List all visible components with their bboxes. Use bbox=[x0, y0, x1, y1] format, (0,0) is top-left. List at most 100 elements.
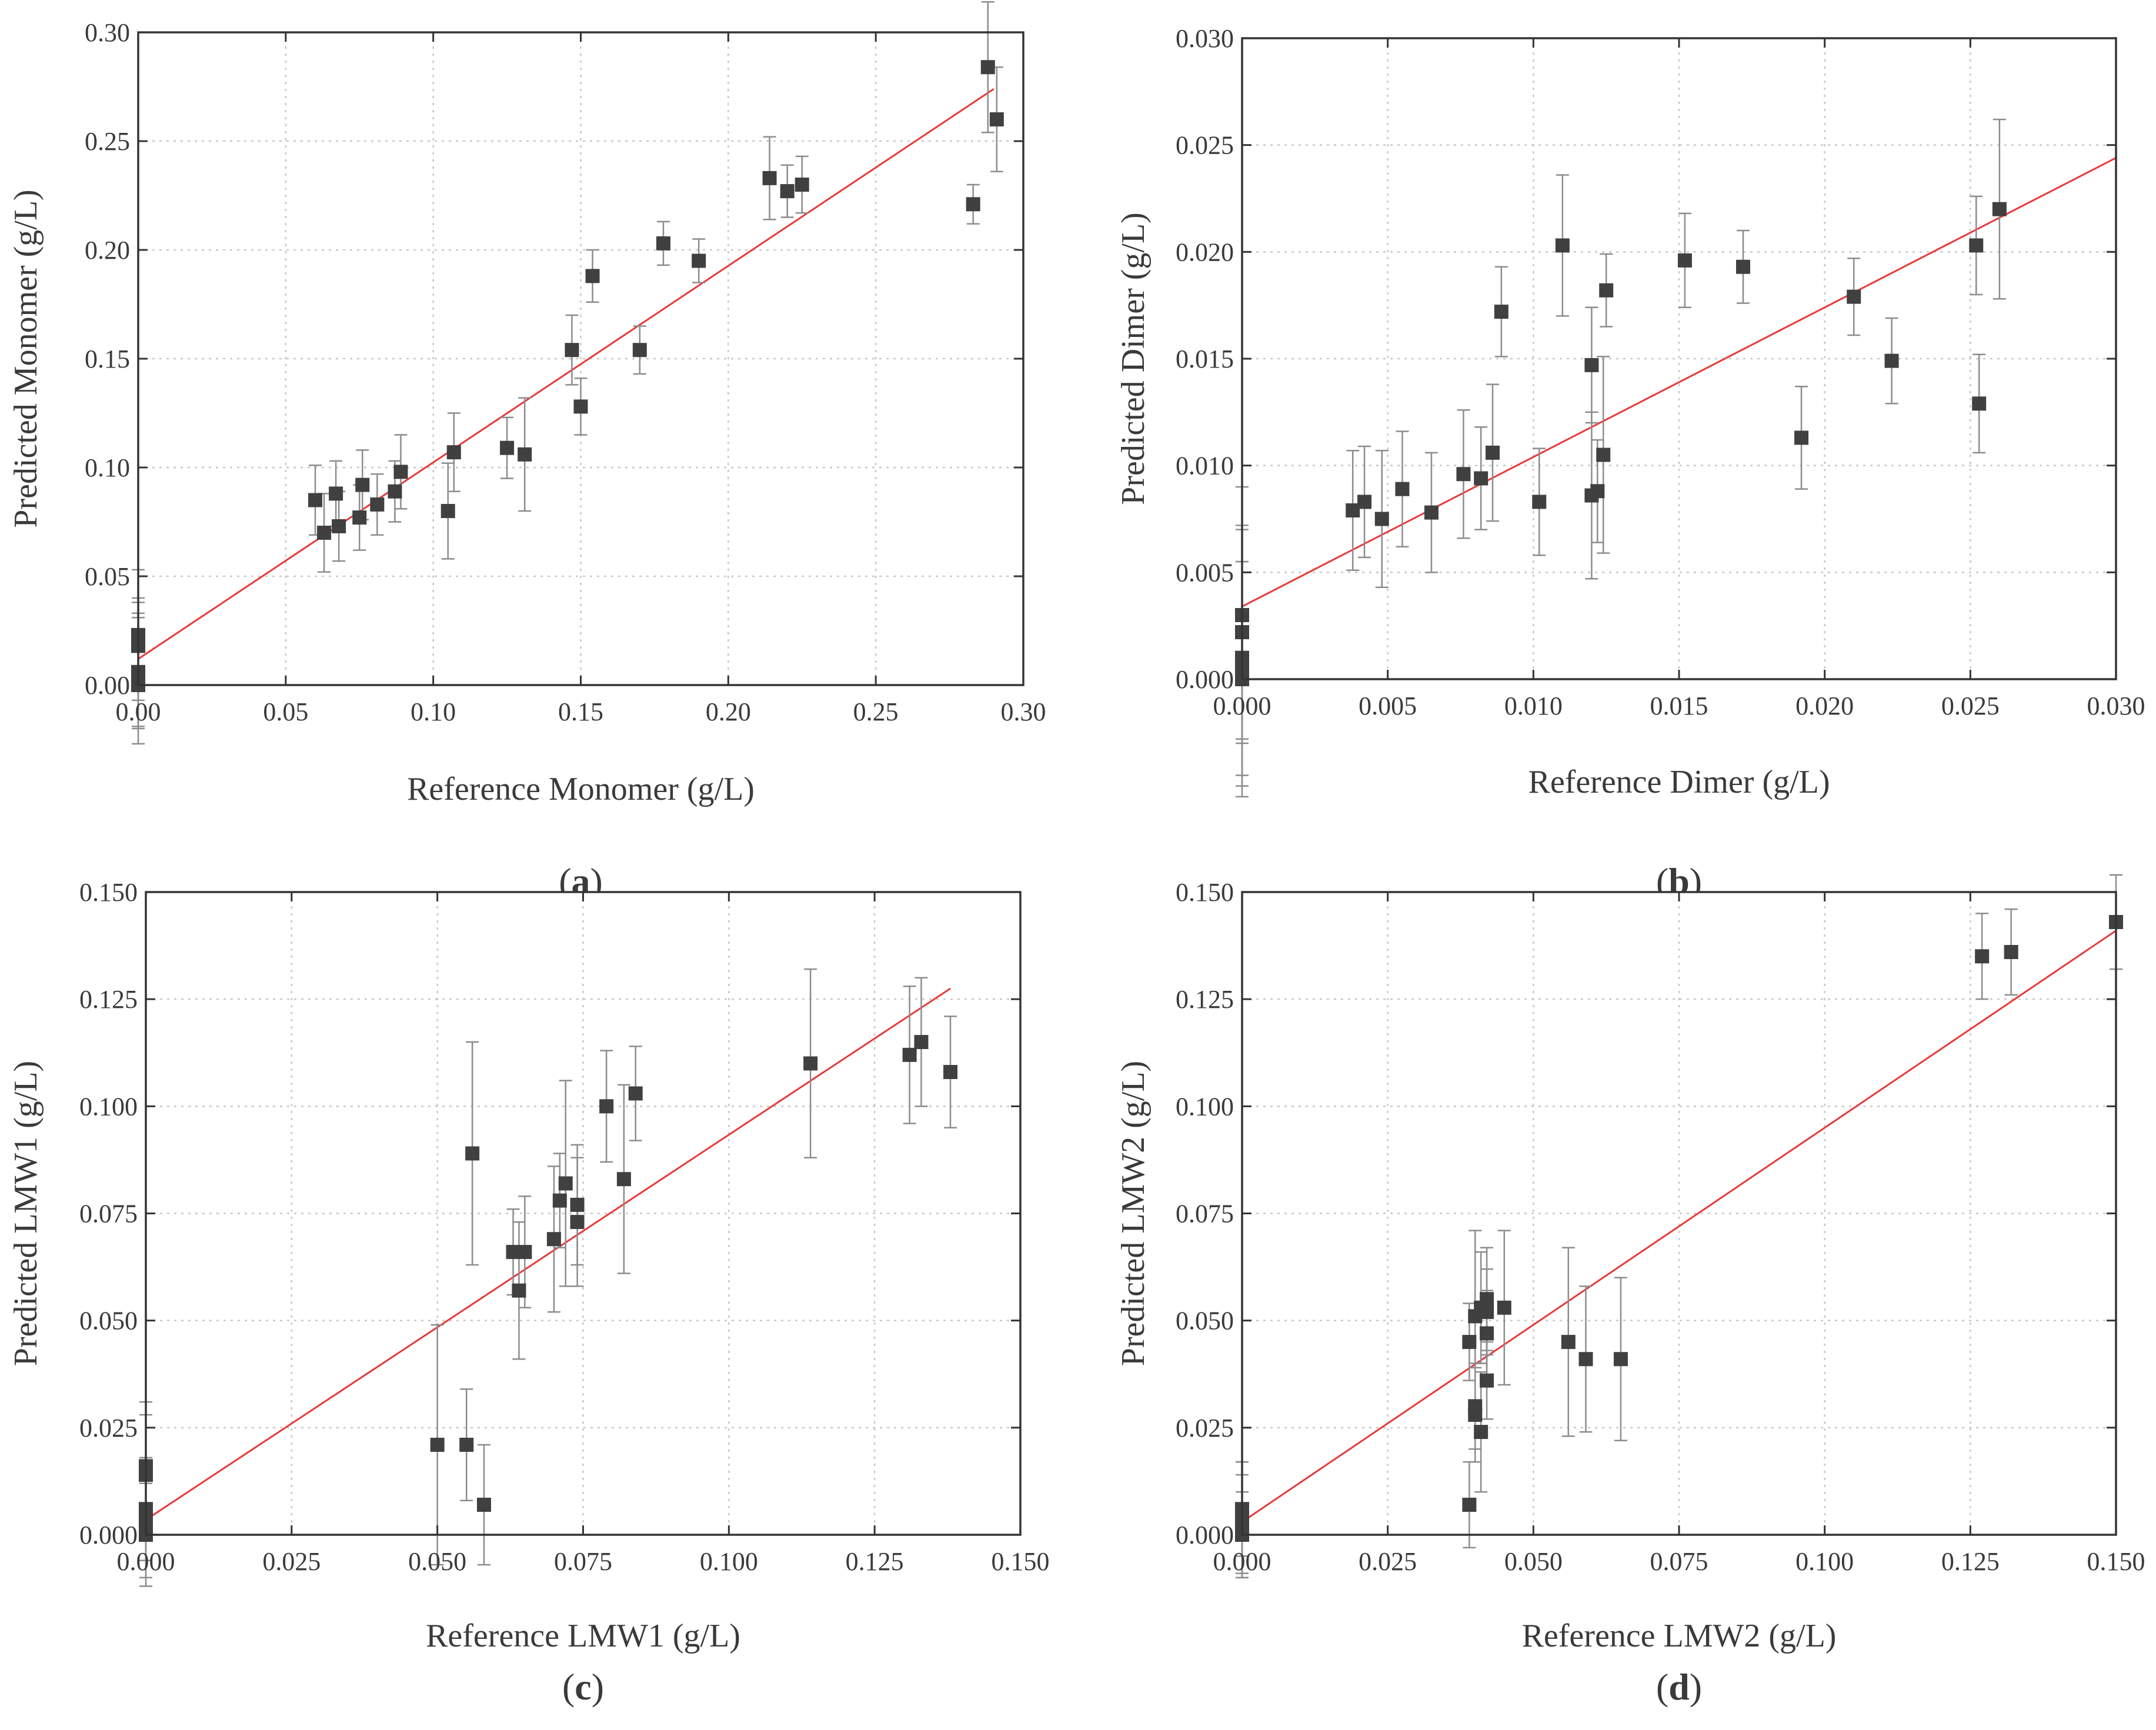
y-tick-label: 0.015 bbox=[1176, 345, 1234, 373]
x-axis-title: Reference Monomer (g/L) bbox=[407, 771, 755, 807]
x-tick-label: 0.150 bbox=[2087, 1547, 2145, 1576]
data-point bbox=[1480, 1305, 1494, 1320]
x-tick-label: 0.025 bbox=[1941, 692, 2000, 720]
y-tick-label: 0.150 bbox=[1176, 878, 1234, 907]
data-point bbox=[1561, 1335, 1576, 1350]
x-tick-label: 0.050 bbox=[408, 1547, 466, 1576]
data-point bbox=[795, 178, 809, 192]
data-point bbox=[989, 112, 1004, 126]
x-axis-title: Reference Dimer (g/L) bbox=[1528, 764, 1830, 800]
data-point bbox=[1596, 447, 1611, 462]
data-point bbox=[1584, 358, 1599, 372]
data-point bbox=[1474, 1425, 1488, 1440]
x-tick-label: 0.15 bbox=[558, 697, 603, 726]
data-point bbox=[558, 1176, 573, 1191]
data-point bbox=[628, 1086, 643, 1101]
panel-letter: c bbox=[575, 1666, 591, 1708]
y-tick-label: 0.030 bbox=[1176, 24, 1234, 53]
y-tick-label: 0.005 bbox=[1176, 558, 1234, 587]
y-tick-label: 0.050 bbox=[1176, 1307, 1234, 1335]
y-tick-label: 0.20 bbox=[85, 236, 130, 265]
data-point bbox=[1480, 1373, 1494, 1388]
data-point bbox=[500, 440, 515, 455]
data-point bbox=[459, 1437, 474, 1452]
data-point bbox=[570, 1197, 585, 1212]
data-point bbox=[1578, 1352, 1593, 1367]
data-point bbox=[1972, 396, 1987, 411]
data-point bbox=[1975, 949, 1990, 964]
y-tick-label: 0.150 bbox=[79, 878, 138, 907]
data-point bbox=[465, 1146, 480, 1161]
x-tick-label: 0.150 bbox=[992, 1547, 1050, 1576]
data-point bbox=[1497, 1300, 1511, 1315]
x-tick-label: 0.30 bbox=[1001, 697, 1046, 726]
y-tick-label: 0.000 bbox=[79, 1521, 138, 1549]
y-tick-label: 0.25 bbox=[85, 127, 130, 156]
data-point bbox=[632, 343, 647, 358]
data-point bbox=[552, 1193, 567, 1208]
regression-line bbox=[145, 987, 951, 1521]
data-point bbox=[902, 1047, 917, 1062]
data-point bbox=[573, 399, 588, 414]
data-point bbox=[1462, 1497, 1477, 1512]
x-tick-label: 0.075 bbox=[554, 1547, 612, 1576]
y-tick-label: 0.000 bbox=[1176, 665, 1234, 694]
y-axis-title: Predicted Dimer (g/L) bbox=[1115, 212, 1152, 505]
data-point bbox=[430, 1437, 445, 1452]
x-tick-label: 0.00 bbox=[116, 697, 161, 726]
data-point bbox=[1532, 495, 1547, 509]
data-point bbox=[1884, 353, 1899, 368]
x-tick-label: 0.010 bbox=[1504, 692, 1563, 720]
x-axis-title: Reference LMW1 (g/L) bbox=[426, 1618, 740, 1654]
y-tick-label: 0.000 bbox=[1176, 1521, 1234, 1549]
data-point bbox=[388, 484, 402, 499]
x-tick-label: 0.015 bbox=[1650, 692, 1708, 720]
data-point bbox=[1480, 1326, 1494, 1341]
data-point bbox=[1474, 471, 1488, 486]
data-point bbox=[1590, 484, 1605, 499]
data-point bbox=[1468, 1407, 1483, 1422]
panel-c: 0.000 0.025 0.050 0.075 0.100 0.125 0.150 0.000… bbox=[8, 878, 1050, 1708]
data-point bbox=[692, 253, 706, 268]
data-point bbox=[1794, 430, 1809, 445]
x-tick-label: 0.125 bbox=[1941, 1547, 2000, 1576]
y-tick-label: 0.050 bbox=[79, 1307, 138, 1335]
x-tick-label: 0.020 bbox=[1795, 692, 1854, 720]
x-tick-label: 0.025 bbox=[262, 1547, 321, 1576]
panel-b: 0.000 0.005 0.010 0.015 0.020 0.025 0.030 0.000… bbox=[1115, 24, 2145, 902]
regression-line bbox=[138, 88, 994, 660]
x-tick-label: 0.000 bbox=[117, 1547, 175, 1576]
data-point bbox=[762, 171, 777, 185]
data-point bbox=[546, 1232, 561, 1247]
data-point bbox=[1456, 467, 1471, 482]
data-point bbox=[914, 1035, 929, 1050]
data-point bbox=[1599, 283, 1614, 298]
data-point bbox=[1847, 289, 1861, 304]
data-point bbox=[570, 1215, 585, 1230]
data-point bbox=[1736, 259, 1750, 274]
data-point bbox=[980, 60, 995, 75]
panel-caption: (d) bbox=[1656, 1666, 1702, 1708]
y-tick-label: 0.025 bbox=[1176, 131, 1234, 160]
x-tick-label: 0.10 bbox=[410, 697, 456, 726]
data-point bbox=[518, 447, 532, 462]
x-tick-label: 0.030 bbox=[2087, 692, 2145, 720]
x-tick-label: 0.25 bbox=[853, 697, 899, 726]
x-tick-label: 0.050 bbox=[1504, 1547, 1563, 1576]
panel-caption: (c) bbox=[562, 1666, 604, 1708]
y-tick-label: 0.025 bbox=[1176, 1414, 1234, 1442]
panel-d: 0.000 0.025 0.050 0.075 0.100 0.125 0.150 0.000… bbox=[1115, 874, 2145, 1708]
panel-a: 0.00 0.05 0.10 0.15 0.20 0.25 0.30 0.00 0.05 0.10… bbox=[8, 1, 1046, 902]
x-tick-label: 0.100 bbox=[700, 1547, 758, 1576]
x-tick-label: 0.125 bbox=[846, 1547, 904, 1576]
data-point bbox=[943, 1065, 958, 1080]
y-tick-label: 0.15 bbox=[85, 345, 130, 373]
data-point bbox=[317, 526, 332, 540]
data-point bbox=[616, 1172, 631, 1187]
data-point bbox=[446, 445, 461, 460]
y-tick-label: 0.010 bbox=[1176, 452, 1234, 480]
data-point bbox=[1462, 1335, 1477, 1350]
x-tick-label: 0.20 bbox=[706, 697, 751, 726]
y-tick-label: 0.125 bbox=[1176, 985, 1234, 1014]
data-point bbox=[599, 1099, 614, 1114]
